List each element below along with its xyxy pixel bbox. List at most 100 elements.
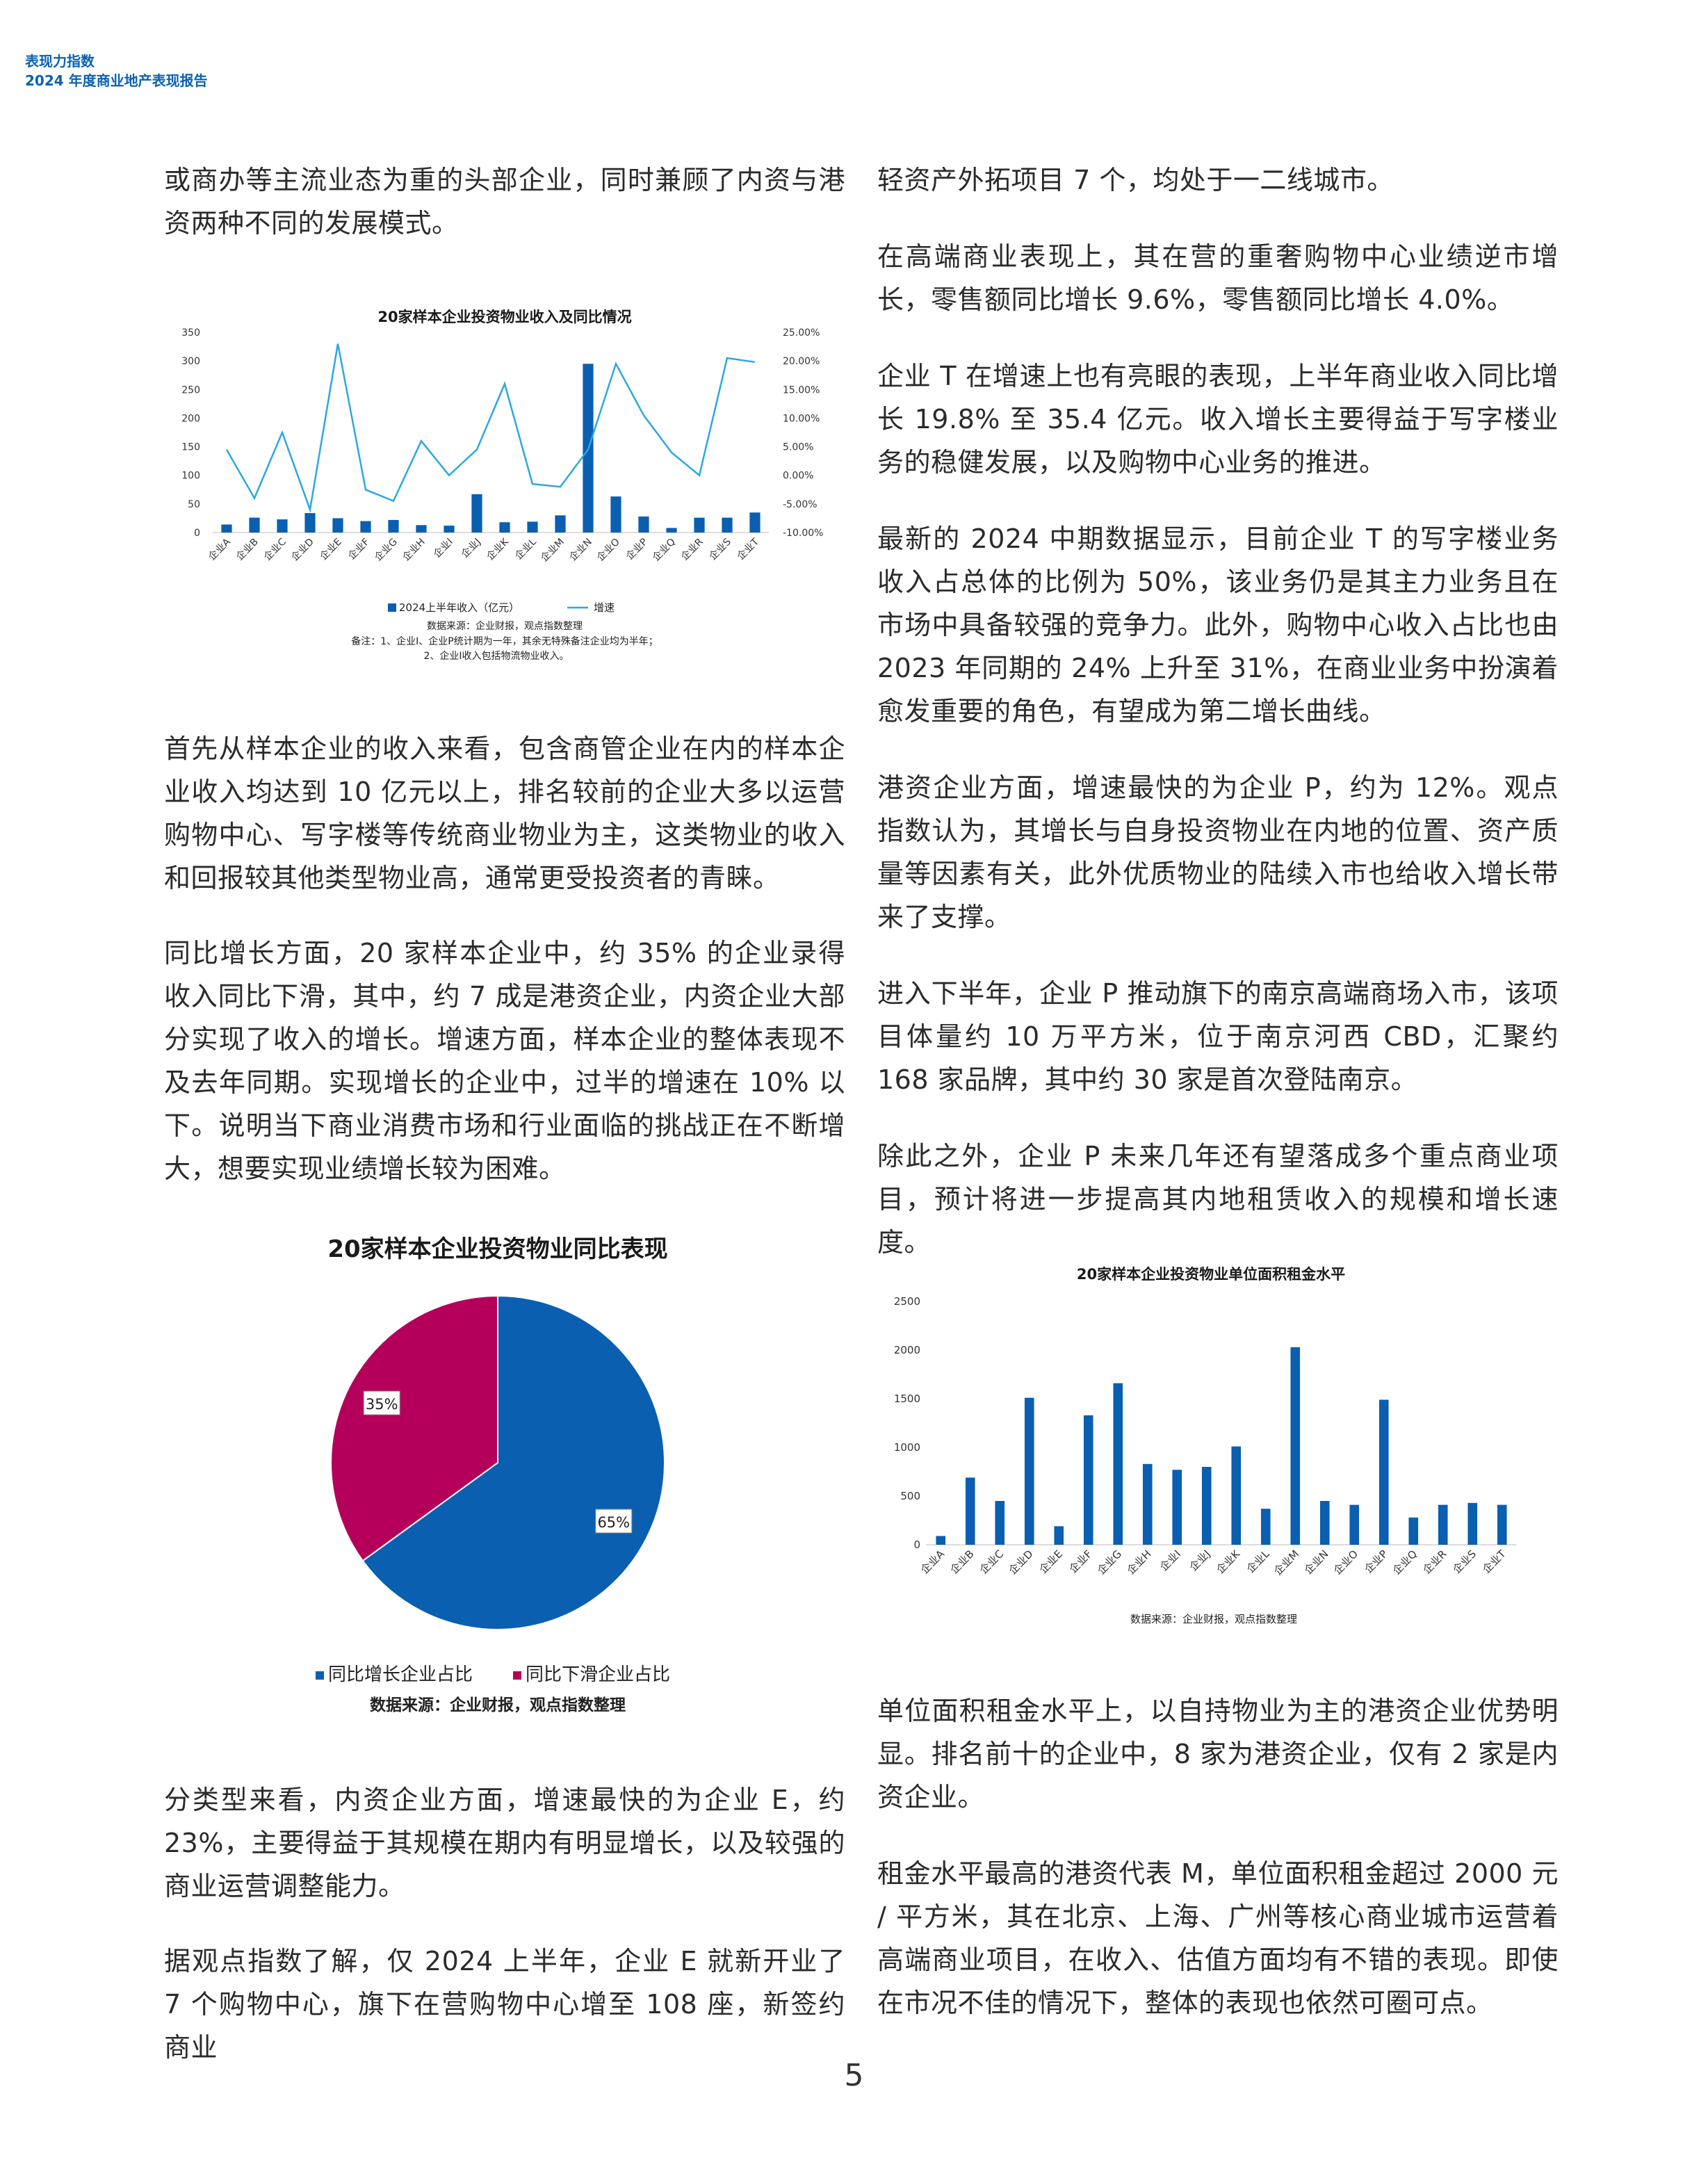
revenue-bar bbox=[638, 516, 649, 533]
x-tick-label: 企业T bbox=[735, 535, 761, 562]
header-title: 表现力指数 bbox=[25, 53, 95, 70]
x-tick-label: 企业C bbox=[977, 1548, 1006, 1576]
legend-decline-swatch bbox=[513, 1671, 521, 1680]
chart1-note-1: 备注：1、企业I、企业P统计期为一年，其余无特殊备注企业均为半年； bbox=[351, 635, 658, 647]
revenue-bar bbox=[277, 519, 288, 533]
x-tick-label: 企业K bbox=[485, 535, 512, 562]
legend-decline-label: 同比下滑企业占比 bbox=[526, 1664, 670, 1685]
y-tick: 2000 bbox=[894, 1344, 920, 1356]
x-tick-label: 企业H bbox=[1125, 1548, 1154, 1577]
x-tick-label: 企业F bbox=[345, 536, 372, 562]
chart1-note-2: 2、企业I收入包括物流物业收入。 bbox=[423, 650, 569, 662]
revenue-bar bbox=[527, 521, 538, 533]
y-left-tick: 100 bbox=[181, 471, 200, 482]
rent-bar bbox=[1290, 1347, 1301, 1545]
x-tick-label: 企业B bbox=[947, 1548, 976, 1576]
paragraph: 港资企业方面，增速最快的为企业 P，约为 12%。观点指数认为，其增长与自身投资… bbox=[877, 772, 1559, 932]
x-tick-label: 企业N bbox=[567, 536, 594, 563]
chart1-source: 数据来源：企业财报，观点指数整理 bbox=[427, 620, 583, 632]
x-tick-label: 企业Q bbox=[1390, 1548, 1420, 1577]
x-tick-label: 企业F bbox=[1067, 1548, 1095, 1575]
rent-bar bbox=[995, 1501, 1005, 1545]
x-tick-label: 企业J bbox=[1187, 1548, 1212, 1573]
pie-value-label: 65% bbox=[597, 1514, 630, 1531]
rent-level-chart: 20家样本企业投资物业单位面积租金水平 0 500 1000 1500 2000 2500… bbox=[894, 1266, 1517, 1625]
left-column: 或商办等主流业态为重的头部企业，同时兼顾了内资与港资两种不同的发展模式。 bbox=[164, 159, 845, 245]
chart1-title: 20家样本企业投资物业收入及同比情况 bbox=[377, 309, 631, 325]
revenue-bar bbox=[332, 518, 343, 533]
x-tick-label: 企业S bbox=[1450, 1548, 1479, 1576]
chart3-title: 20家样本企业投资物业单位面积租金水平 bbox=[1077, 1266, 1345, 1283]
x-tick-label: 企业N bbox=[1302, 1548, 1331, 1577]
pie-label-box bbox=[363, 1390, 400, 1415]
x-tick-label: 企业G bbox=[1095, 1548, 1124, 1577]
right-column-bottom: 单位面积租金水平上，以自持物业为主的港资企业优势明显。排名前十的企业中，8 家为… bbox=[877, 1689, 1559, 2024]
y-tick: 500 bbox=[900, 1490, 920, 1502]
y-right-tick: 20.00% bbox=[783, 356, 820, 367]
paragraph: 除此之外，企业 P 未来几年还有望落成多个重点商业项目，预计将进一步提高其内地租… bbox=[877, 1141, 1559, 1258]
revenue-bar bbox=[666, 528, 677, 533]
revenue-bar bbox=[555, 515, 566, 533]
x-tick-label: 企业K bbox=[1214, 1547, 1243, 1576]
revenue-bar bbox=[499, 522, 510, 533]
y-tick: 2500 bbox=[894, 1295, 920, 1308]
x-tick-label: 企业S bbox=[707, 536, 733, 562]
x-tick-label: 企业I bbox=[1157, 1548, 1183, 1573]
y-right-tick: 0.00% bbox=[783, 471, 813, 482]
pie-value-label: 35% bbox=[366, 1396, 398, 1413]
rent-bar bbox=[1349, 1504, 1360, 1545]
y-tick: 1000 bbox=[894, 1441, 920, 1454]
rent-bar bbox=[1113, 1383, 1123, 1545]
revenue-bar bbox=[610, 496, 621, 533]
revenue-bar bbox=[221, 524, 232, 533]
y-right-tick: -5.00% bbox=[783, 499, 818, 510]
chart2-source: 数据来源：企业财报，观点指数整理 bbox=[370, 1696, 626, 1714]
right-column: 轻资产外拓项目 7 个，均处于一二线城市。 在高端商业表现上，其在营的重奢购物中… bbox=[877, 159, 1559, 1264]
x-tick-label: 企业B bbox=[234, 536, 261, 563]
x-tick-label: 企业M bbox=[538, 536, 566, 564]
rent-bar bbox=[936, 1536, 946, 1545]
y-tick: 0 bbox=[913, 1538, 920, 1551]
x-tick-label: 企业D bbox=[1006, 1548, 1035, 1577]
chart1-legend: 2024上半年收入（亿元） 增速 bbox=[388, 601, 615, 614]
rent-bar bbox=[1319, 1501, 1330, 1545]
y-left-tick: 50 bbox=[188, 499, 200, 510]
paragraph: 据观点指数了解，仅 2024 上半年，企业 E 就新开业了 7 个购物中心，旗下… bbox=[164, 1946, 845, 2063]
pie-slice bbox=[361, 1294, 665, 1630]
rent-bar bbox=[1054, 1526, 1064, 1545]
revenue-growth-chart: 20家样本企业投资物业收入及同比情况 0 50 100 150 200 250 300 350… bbox=[181, 309, 823, 662]
x-tick-label: 企业I bbox=[431, 536, 455, 560]
paragraph: 进入下半年，企业 P 推动旗下的南京高端商场入市，该项目体量约 10 万平方米，… bbox=[877, 978, 1559, 1095]
legend-bar-swatch bbox=[388, 603, 396, 612]
y-right-tick: 15.00% bbox=[783, 384, 820, 396]
y-right-tick: -10.00% bbox=[783, 528, 823, 539]
left-column-bottom: 分类型来看，内资企业方面，增速最快的为企业 E，约 23%，主要得益于其规模在期… bbox=[164, 1778, 845, 2069]
x-tick-label: 企业Q bbox=[650, 536, 678, 564]
rent-bar bbox=[1467, 1502, 1478, 1545]
x-tick-label: 企业L bbox=[512, 536, 538, 562]
chart2-legend: 同比增长企业占比 同比下滑企业占比 bbox=[316, 1664, 670, 1685]
chart3-source: 数据来源：企业财报，观点指数整理 bbox=[1130, 1613, 1297, 1625]
rent-bar bbox=[965, 1477, 975, 1545]
x-tick-label: 企业D bbox=[288, 536, 316, 563]
paragraph: 或商办等主流业态为重的头部企业，同时兼顾了内资与港资两种不同的发展模式。 bbox=[164, 165, 845, 238]
y-right-tick: 10.00% bbox=[783, 413, 820, 424]
paragraph: 同比增长方面，20 家样本企业中，约 35% 的企业录得收入同比下滑，其中，约 … bbox=[164, 938, 845, 1184]
x-tick-label: 企业M bbox=[1271, 1548, 1301, 1577]
y-right-tick: 25.00% bbox=[783, 327, 820, 339]
paragraph: 企业 T 在增速上也有亮眼的表现，上半年商业收入同比增长 19.8% 至 35.… bbox=[877, 361, 1559, 478]
rent-bar bbox=[1497, 1504, 1507, 1545]
rent-bar bbox=[1408, 1517, 1419, 1545]
rent-bar bbox=[1378, 1399, 1389, 1545]
yoy-pie-chart: 20家样本企业投资物业同比表现 65% 35% 同比增长企业占比 同比下滑企业占比… bbox=[316, 1235, 670, 1714]
revenue-bar bbox=[388, 519, 399, 533]
revenue-bar bbox=[249, 517, 260, 533]
legend-growth-swatch bbox=[316, 1671, 324, 1680]
x-tick-label: 企业E bbox=[318, 536, 344, 562]
rent-bar bbox=[1231, 1446, 1242, 1545]
revenue-bar bbox=[304, 513, 316, 533]
x-tick-label: 企业A bbox=[918, 1548, 947, 1577]
growth-rate-line bbox=[225, 343, 756, 514]
paragraph: 轻资产外拓项目 7 个，均处于一二线城市。 bbox=[877, 165, 1394, 195]
legend-growth-label: 同比增长企业占比 bbox=[328, 1664, 473, 1685]
